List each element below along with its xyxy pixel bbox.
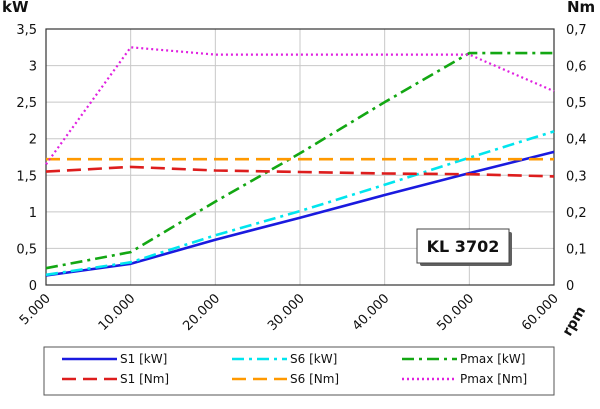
right-tick-label: 0,3 (566, 169, 587, 184)
legend: S1 [kW] S6 [kW] Pmax [kW] S1 [Nm] S6 [Nm] Pma… (43, 346, 555, 396)
left-tick-label: 2,5 (16, 96, 37, 111)
right-tick-label: 0,6 (566, 60, 587, 75)
left-tick-label: 0 (29, 279, 37, 294)
badge-label: KL 3702 (427, 237, 500, 256)
x-tick-label: 60.000 (519, 291, 562, 334)
left-tick-label: 3 (29, 60, 37, 75)
legend-label: Pmax [kW] (460, 352, 525, 366)
series-line (45, 130, 555, 277)
legend-label: S1 [kW] (120, 352, 167, 366)
right-tick-label: 0,7 (566, 23, 587, 38)
left-tick-label: 1,5 (16, 169, 37, 184)
right-tick-label: 0,2 (566, 206, 587, 221)
right-axis-unit: Nm (567, 0, 595, 16)
x-tick-label: 20.000 (180, 291, 223, 334)
series-line (45, 165, 555, 178)
x-tick-label: 40.000 (350, 291, 393, 334)
right-axis-ticks: 0 0,1 0,2 0,3 0,4 0,5 0,6 0,7 (566, 23, 587, 294)
left-tick-label: 1 (29, 206, 37, 221)
series-line (45, 51, 554, 270)
right-tick-label: 0,1 (566, 242, 587, 257)
x-tick-label: 5.000 (17, 291, 54, 328)
legend-label: S6 [Nm] (290, 372, 339, 386)
x-axis-unit: rpm (560, 304, 590, 339)
plot-border (45, 28, 555, 286)
legend-label: S1 [Nm] (120, 372, 169, 386)
left-axis-ticks: 0 0,5 1 1,5 2 2,5 3 3,5 (16, 23, 37, 294)
right-tick-label: 0,5 (566, 96, 587, 111)
legend-label: S6 [kW] (290, 352, 337, 366)
model-badge: KL 3702 (416, 228, 512, 266)
x-axis-ticks: 5.000 10.000 20.000 30.000 40.000 50.000 60.00… (17, 291, 562, 334)
left-tick-label: 0,5 (16, 242, 37, 257)
x-tick-label: 10.000 (96, 291, 139, 334)
left-axis-unit: kW (2, 0, 29, 16)
left-tick-label: 3,5 (16, 23, 37, 38)
x-tick-label: 30.000 (265, 291, 308, 334)
legend-label: Pmax [Nm] (460, 372, 527, 386)
left-tick-label: 2 (29, 133, 37, 148)
right-tick-label: 0 (566, 279, 574, 294)
right-tick-label: 0,4 (566, 133, 587, 148)
series-layer (45, 46, 555, 277)
x-tick-label: 50.000 (434, 291, 477, 334)
